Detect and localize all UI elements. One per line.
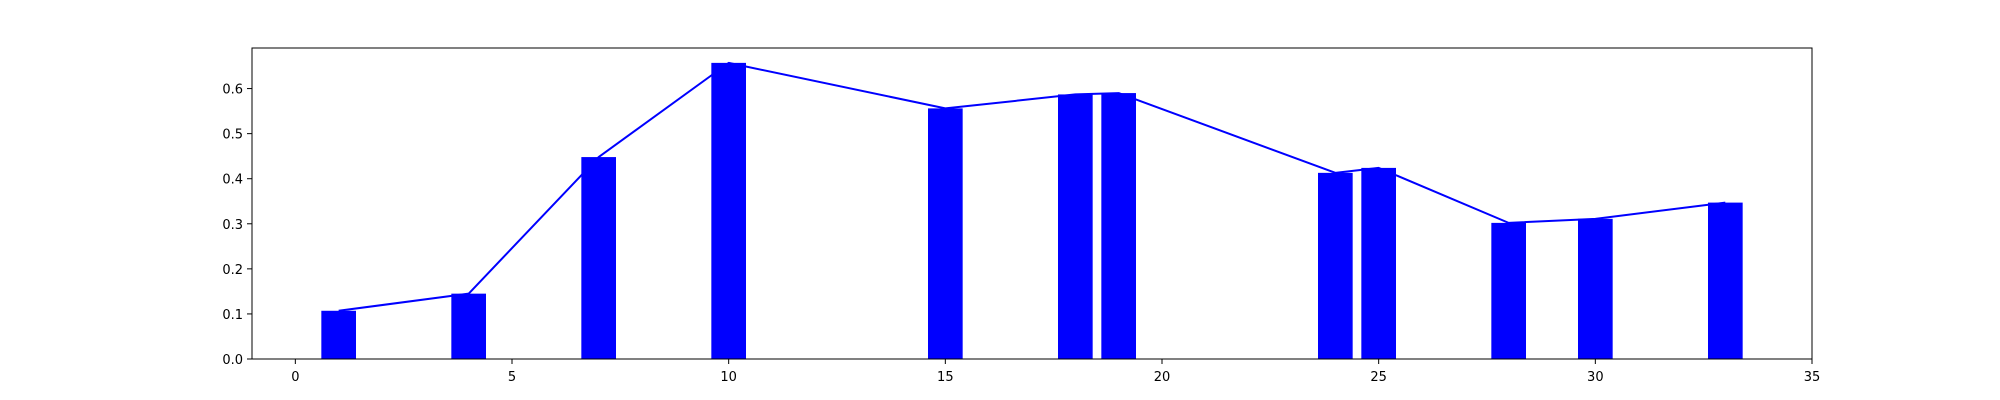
bar: [1578, 218, 1613, 359]
x-tick-label: 35: [1804, 370, 1821, 385]
bar: [1101, 93, 1136, 360]
y-tick-label: 0.0: [222, 353, 243, 368]
y-tick-label: 0.2: [222, 263, 243, 278]
x-tick-label: 5: [508, 370, 516, 385]
x-tick-label: 10: [720, 370, 737, 385]
axes-layer: 0 5 10 15 20 25 30 35 0.0 0.1 0.2 0.3 0.4 0.5 0.6: [222, 47, 1821, 385]
bar: [451, 293, 486, 359]
bar: [1491, 222, 1526, 359]
bar: [711, 62, 746, 360]
bar: [928, 108, 963, 360]
y-tick-label: 0.6: [222, 83, 243, 98]
bars-layer: [321, 62, 1743, 360]
line-layer: [338, 61, 1726, 312]
x-tick-label: 25: [1370, 370, 1387, 385]
x-tick-label: 0: [291, 370, 299, 385]
x-tick-label: 15: [937, 370, 954, 385]
y-tick-label: 0.3: [222, 218, 243, 233]
x-tick-label: 30: [1587, 370, 1604, 385]
bar: [581, 157, 616, 359]
y-tick-label: 0.5: [222, 128, 243, 143]
bar: [1708, 202, 1743, 359]
x-tick-label: 20: [1154, 370, 1171, 385]
series-line: [338, 61, 1726, 312]
bar: [1361, 167, 1396, 359]
bar: [1318, 172, 1353, 359]
y-tick-label: 0.4: [222, 173, 243, 188]
plot-frame: [251, 47, 1813, 360]
bar: [321, 310, 356, 359]
bar: [1058, 94, 1093, 360]
y-tick-label: 0.1: [222, 308, 243, 323]
